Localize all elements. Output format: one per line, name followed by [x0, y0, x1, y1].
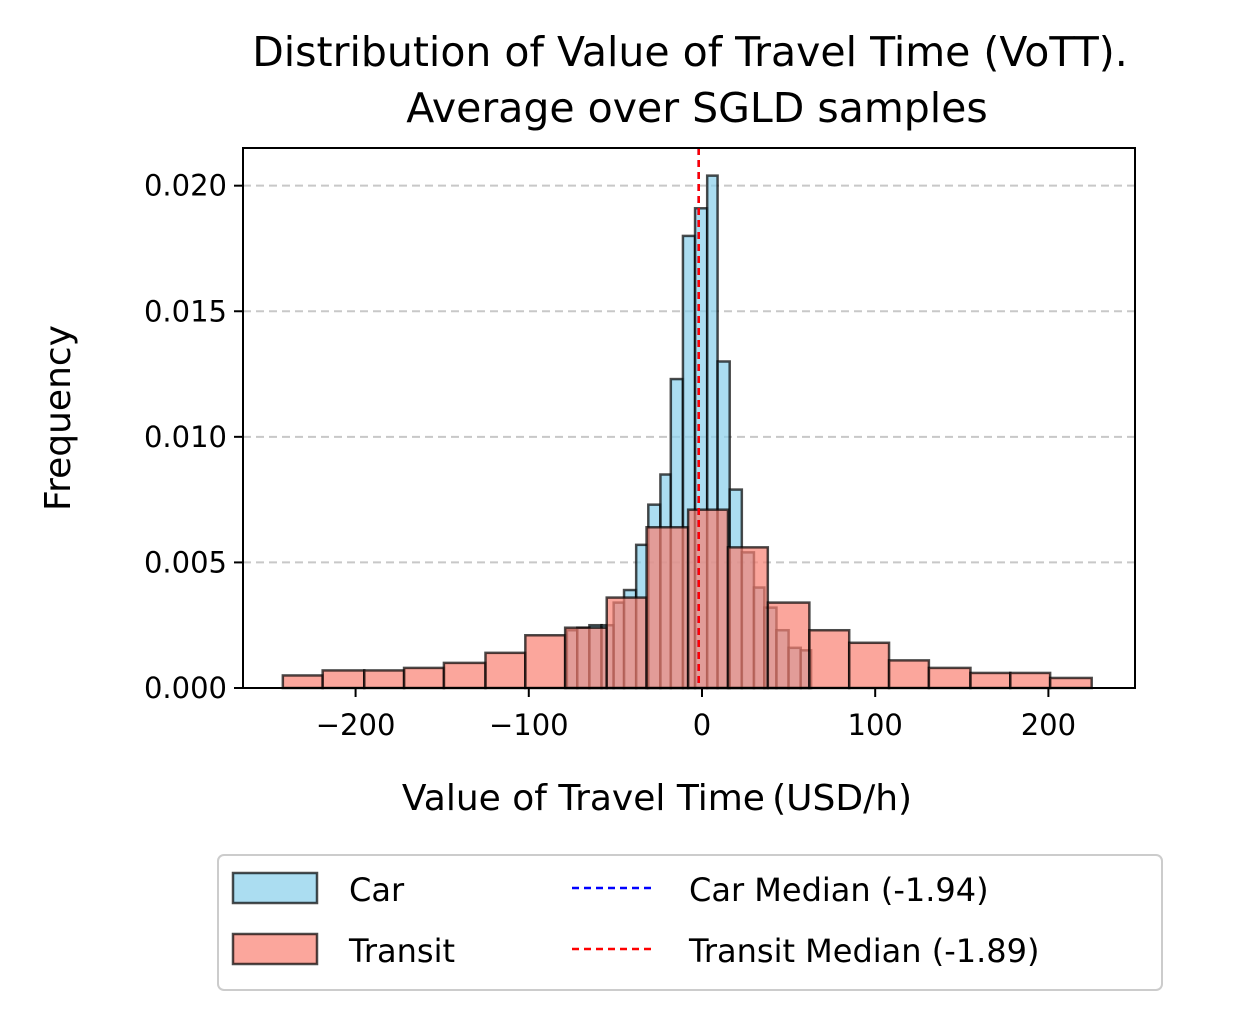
plot-frame [242, 147, 1136, 689]
transit-bar [645, 526, 690, 690]
transit-bar [887, 659, 931, 690]
transit-bars [281, 508, 1093, 690]
y-tick-label: 0.005 [144, 545, 227, 579]
chart-title-line-1: Distribution of Value of Travel Time (Vo… [252, 28, 1128, 76]
x-tick-label: 0 [693, 708, 711, 742]
transit-bar [321, 669, 366, 690]
chart-title-line-2: Average over SGLD samples [406, 84, 988, 132]
legend-swatch-car [231, 871, 319, 905]
legend-frame [217, 854, 1163, 991]
legend: Car Transit Car Median (-1.94) Transit M… [217, 854, 1163, 991]
legend-label-car-median: Car Median (-1.94) [689, 871, 989, 909]
transit-bar [362, 669, 406, 690]
x-tick-label: −100 [489, 708, 569, 742]
transit-bar [563, 626, 608, 690]
x-tick-label: 100 [848, 708, 903, 742]
x-tick-label: −200 [316, 708, 396, 742]
transit-bar [1048, 676, 1093, 690]
transit-bar [808, 628, 851, 690]
y-tick-label: 0.020 [144, 169, 227, 203]
transit-bar [1009, 671, 1052, 690]
y-axis-ticks: 0.000 0.005 0.010 0.015 0.020 [144, 169, 243, 705]
transit-bar [442, 661, 487, 690]
x-axis-label: Value of Travel Time (USD/h) [402, 778, 912, 819]
y-tick-label: 0.000 [144, 671, 227, 705]
legend-label-car: Car [349, 871, 405, 909]
transit-bar [969, 671, 1012, 690]
y-axis-label: Frequency [38, 325, 79, 511]
transit-bar [726, 546, 770, 690]
transit-bar [281, 674, 324, 690]
legend-label-transit: Transit [348, 932, 455, 970]
x-axis-ticks: −200 −100 0 100 200 [316, 688, 1076, 742]
y-tick-label: 0.010 [144, 420, 227, 454]
transit-bar [686, 508, 730, 690]
legend-label-transit-median: Transit Median (-1.89) [688, 932, 1040, 970]
legend-swatch-transit [231, 932, 319, 966]
x-tick-label: 200 [1021, 708, 1076, 742]
transit-bar [402, 666, 446, 690]
transit-bar [766, 601, 811, 690]
transit-bar [847, 641, 891, 690]
transit-bar [605, 596, 648, 690]
transit-bar [524, 634, 567, 690]
transit-bar [927, 666, 972, 690]
transit-bar [484, 651, 527, 690]
y-tick-label: 0.015 [144, 294, 227, 328]
